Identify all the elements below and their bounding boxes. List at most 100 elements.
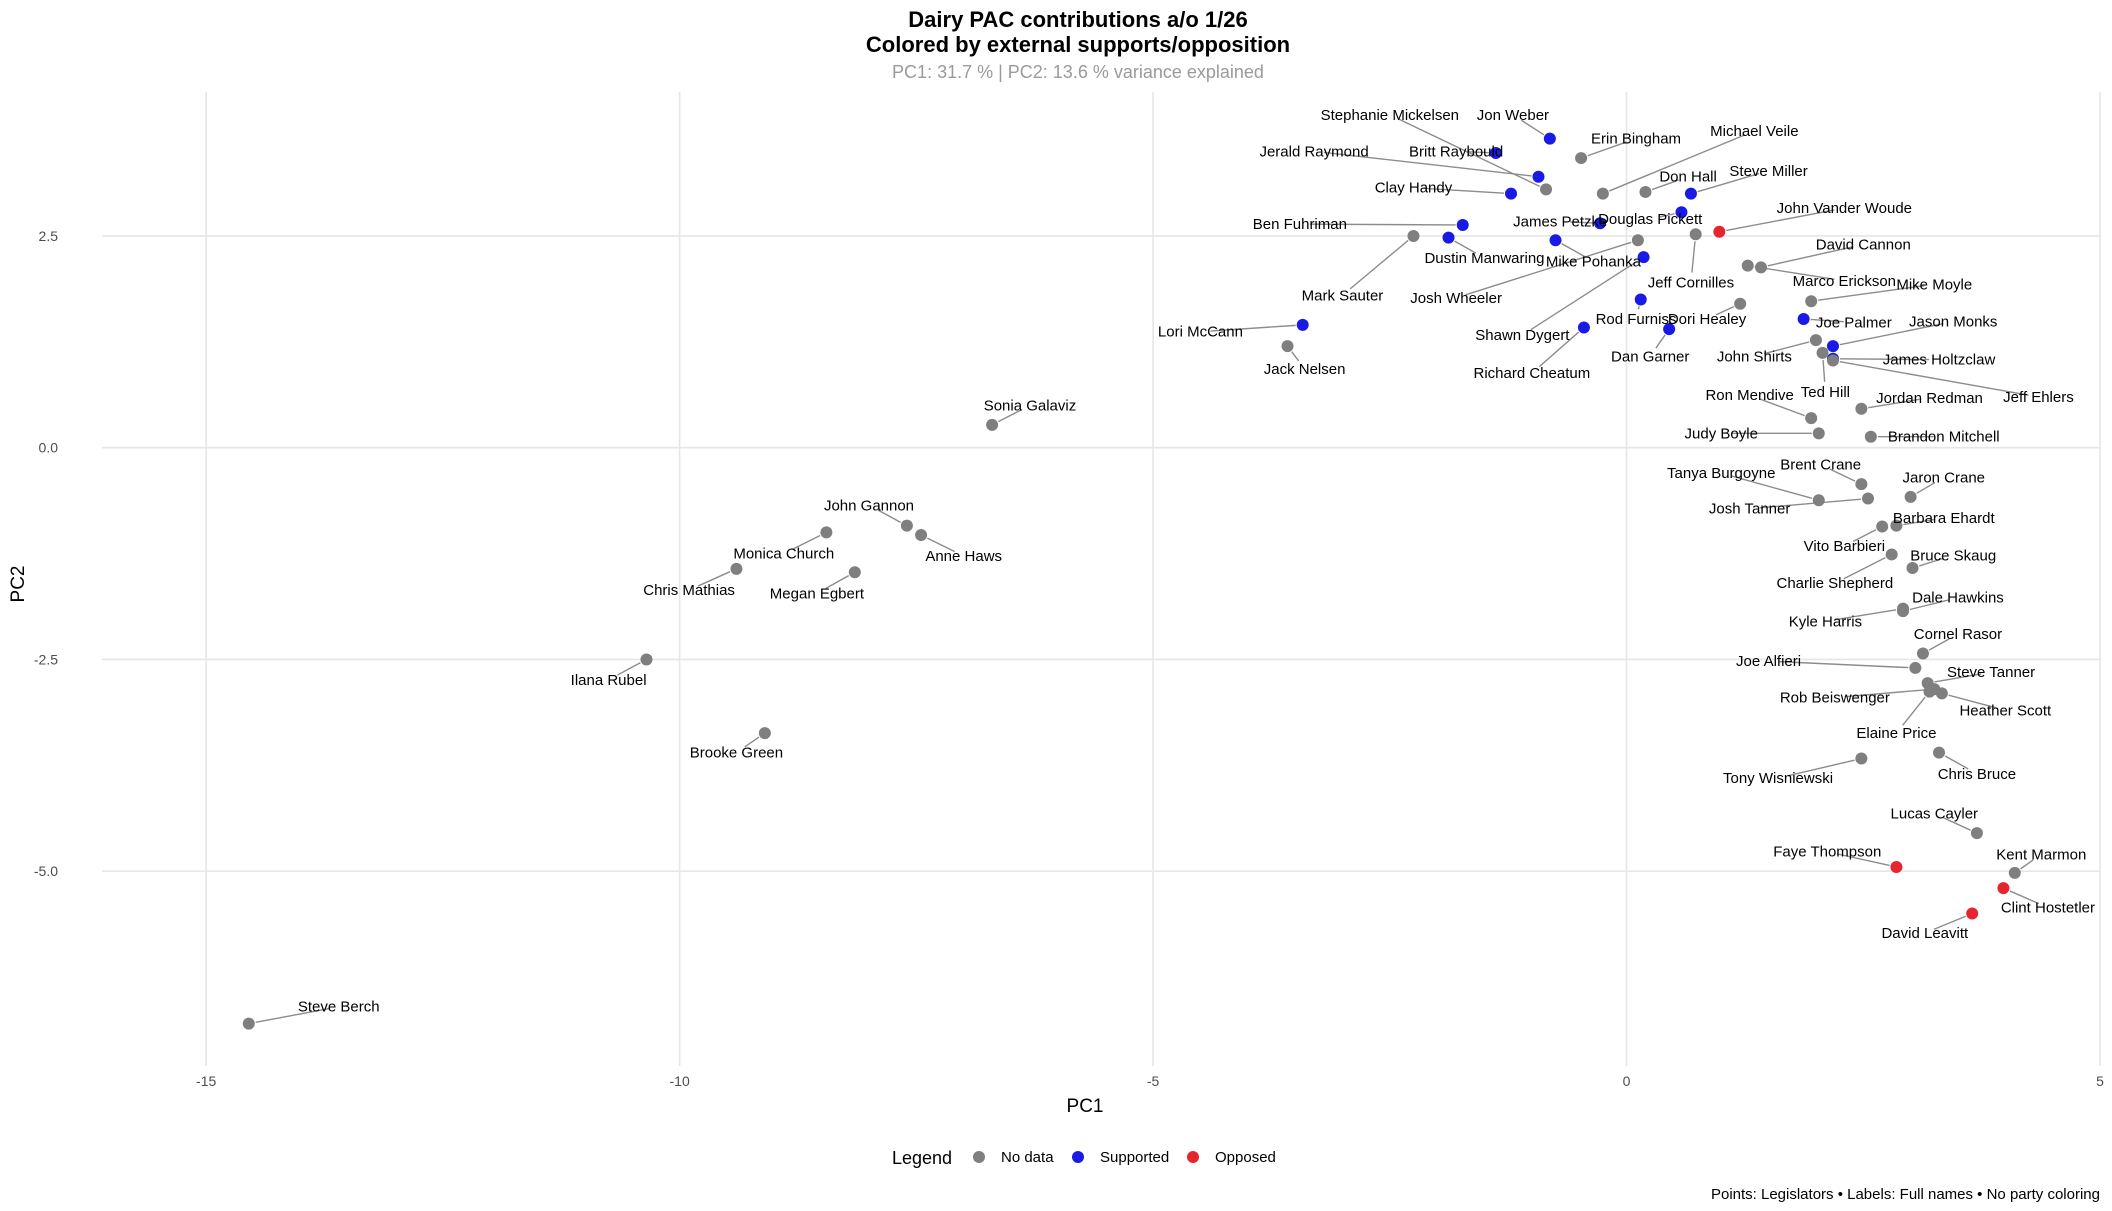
label-mike-pohanka: Mike Pohanka — [1546, 253, 1642, 270]
legend-label-no-data: No data — [1001, 1149, 1054, 1166]
label-ben-fuhriman: Ben Fuhriman — [1253, 216, 1347, 233]
point-dan-garner — [1663, 323, 1676, 336]
label-ilana-rubel: Ilana Rubel — [571, 672, 647, 689]
point-mark-sauter — [1407, 229, 1420, 242]
leader-line-dori-healey — [1715, 306, 1735, 316]
label-jeff-cornilles: Jeff Cornilles — [1648, 275, 1734, 292]
point-jon-weber — [1543, 132, 1556, 145]
leader-line-ted-hill — [1822, 359, 1826, 382]
leader-line-david-leavitt — [1933, 915, 1966, 930]
label-john-gannon: John Gannon — [824, 497, 914, 514]
x-tick-label: -5 — [1147, 1073, 1160, 1089]
point-joe-alfieri — [1909, 661, 1922, 674]
leader-line-john-shirts — [1763, 341, 1810, 355]
point-john-shirts — [1809, 334, 1822, 347]
chart-subtitle: Colored by external supports/opposition — [866, 32, 1290, 57]
point-monica-church — [820, 526, 833, 539]
leader-line-cornel-rasor — [1928, 638, 1950, 651]
legend: Legend No data Supported Opposed — [892, 1148, 1276, 1168]
leader-line-rob-beiswenger — [1844, 689, 1928, 698]
label-jon-weber: Jon Weber — [1477, 107, 1549, 124]
chart-titles: Dairy PAC contributions a/o 1/26 Colored… — [866, 7, 1290, 82]
y-tick-label: 0.0 — [39, 440, 59, 456]
point-john-gannon — [900, 519, 913, 532]
point-rod-furniss — [1634, 293, 1647, 306]
point-john-vander-woude — [1713, 225, 1726, 238]
point-jordan-redman — [1855, 402, 1868, 415]
label-brent-crane: Brent Crane — [1780, 457, 1861, 474]
leader-line-shawn-dygert — [1530, 260, 1639, 331]
leader-line-steve-berch — [255, 1007, 330, 1024]
y-tick-label: -5.0 — [34, 863, 58, 879]
point-jeff-cornilles — [1689, 228, 1702, 241]
label-stephanie-mickelsen: Stephanie Mickelsen — [1321, 107, 1459, 124]
point-josh-tanner — [1862, 492, 1875, 505]
legend-label-opposed: Opposed — [1215, 1149, 1276, 1166]
label-rob-beiswenger: Rob Beiswenger — [1780, 690, 1890, 707]
leader-line-michael-veile — [1609, 134, 1746, 192]
label-ron-mendive: Ron Mendive — [1705, 387, 1793, 404]
point-lori-mccann — [1296, 318, 1309, 331]
leader-line-ilana-rubel — [617, 662, 641, 676]
label-judy-boyle: Judy Boyle — [1685, 425, 1758, 442]
leader-line-james-holtzclaw — [1839, 358, 1930, 361]
x-tick-label: 5 — [2096, 1073, 2104, 1089]
point-dustin-manwaring — [1442, 231, 1455, 244]
leader-line-stephanie-mickelsen — [1398, 118, 1541, 188]
leader-line-douglas-pickett — [1659, 213, 1675, 218]
leader-line-ron-mendive — [1758, 398, 1805, 417]
point-josh-wheeler — [1631, 234, 1644, 247]
leader-line-jordan-redman — [1868, 398, 1920, 409]
label-ted-hill: Ted Hill — [1801, 384, 1850, 401]
point-jack-nelsen — [1281, 340, 1294, 353]
point-megan-egbert — [848, 566, 861, 579]
leader-line-mike-pohanka — [1561, 243, 1586, 258]
x-tick-label: -15 — [196, 1073, 216, 1089]
point-vito-barbieri — [1876, 520, 1889, 533]
grid-lines — [102, 92, 2101, 1066]
y-tick-label: 2.5 — [39, 228, 59, 244]
label-dori-healey: Dori Healey — [1668, 311, 1747, 328]
point-britt-raybould — [1489, 146, 1502, 159]
leader-line-don-hall — [1651, 179, 1679, 191]
point-ted-hill — [1816, 346, 1829, 359]
leader-line-steve-tanner — [1934, 673, 1982, 683]
label-clint-hostetler: Clint Hostetler — [2001, 900, 2095, 917]
leader-line-brent-crane — [1829, 468, 1856, 482]
point-david-cannon — [1755, 261, 1768, 274]
point-jerald-raymond — [1532, 170, 1545, 183]
y-tick-label: -2.5 — [34, 651, 58, 667]
point-charlie-shepherd — [1885, 548, 1898, 561]
leader-line-dan-garner — [1655, 334, 1666, 349]
label-joe-alfieri: Joe Alfieri — [1736, 653, 1801, 670]
leader-line-josh-wheeler — [1465, 241, 1632, 296]
leader-line-anne-haws — [927, 537, 956, 553]
point-jaron-crane — [1904, 490, 1917, 503]
label-jason-monks: Jason Monks — [1909, 314, 1997, 331]
label-john-shirts: John Shirts — [1717, 348, 1792, 365]
label-don-hall: Don Hall — [1659, 169, 1717, 186]
label-bruce-skaug: Bruce Skaug — [1910, 547, 1996, 564]
label-richard-cheatum: Richard Cheatum — [1473, 365, 1590, 382]
point-ben-fuhriman — [1456, 218, 1469, 231]
leader-line-david-cannon — [1767, 245, 1854, 267]
leader-line-charlie-shepherd — [1843, 556, 1886, 580]
leader-line-barbara-ehardt — [1903, 518, 1934, 526]
leader-line-jeff-ehlers — [1839, 361, 2029, 396]
label-barbara-ehardt: Barbara Ehardt — [1893, 510, 1996, 527]
label-chris-mathias: Chris Mathias — [643, 582, 735, 599]
label-lori-mccann: Lori McCann — [1158, 324, 1243, 341]
leader-line-brooke-green — [744, 736, 760, 748]
leader-line-josh-tanner — [1759, 498, 1862, 509]
label-steve-miller: Steve Miller — [1729, 163, 1807, 180]
label-david-leavitt: David Leavitt — [1881, 925, 1969, 942]
point-judy-boyle — [1812, 427, 1825, 440]
point-michael-veile — [1596, 187, 1609, 200]
label-britt-raybould: Britt Raybould — [1409, 143, 1503, 160]
leader-line-chris-bruce — [1944, 755, 1969, 770]
point-chris-bruce — [1933, 746, 1946, 759]
label-david-cannon: David Cannon — [1816, 236, 1911, 253]
point-tony-wisniewski — [1855, 752, 1868, 765]
label-brooke-green: Brooke Green — [690, 745, 783, 762]
